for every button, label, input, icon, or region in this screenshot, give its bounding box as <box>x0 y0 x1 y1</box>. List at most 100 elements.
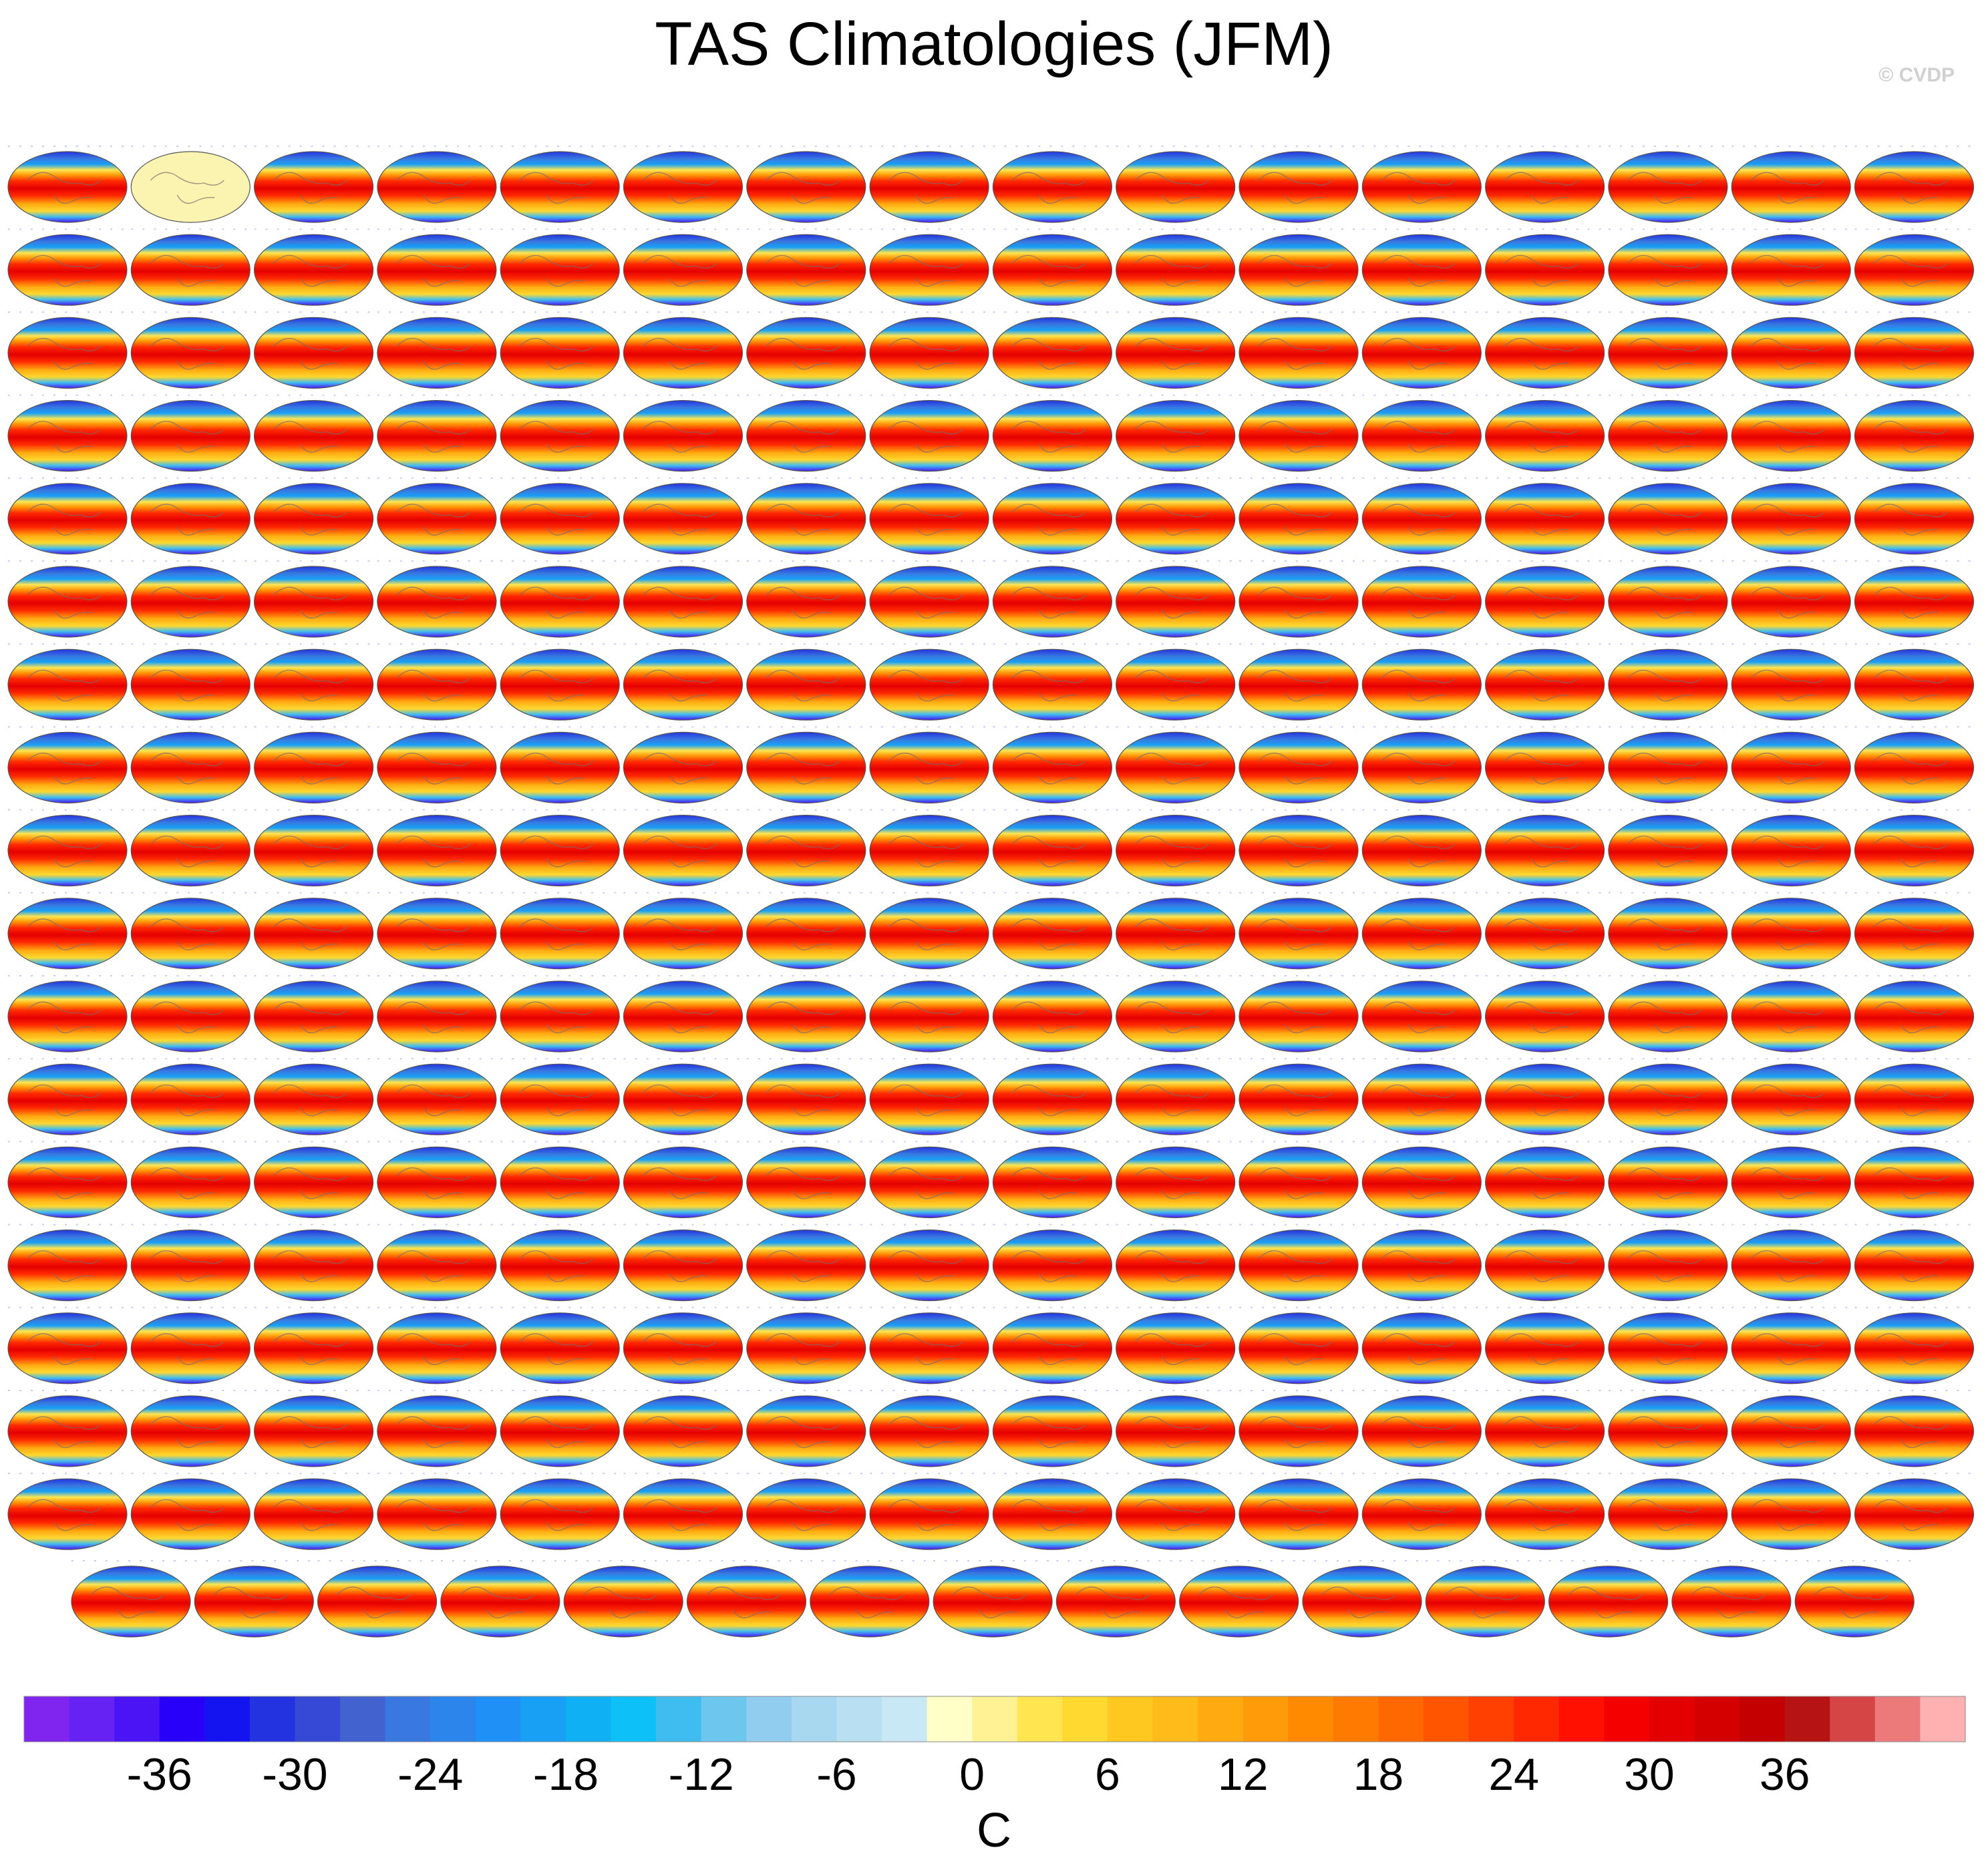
map-panel <box>869 892 989 970</box>
map-panel <box>1854 394 1975 472</box>
map-panel <box>1116 1058 1236 1135</box>
colorbar-tick-label: -18 <box>533 1749 599 1800</box>
map-panel <box>869 311 989 389</box>
colorbar-box <box>1152 1696 1198 1742</box>
map-panel <box>1361 1224 1482 1302</box>
map-panel <box>1116 809 1236 887</box>
map-panel <box>746 892 866 970</box>
colorbar-box <box>1874 1696 1921 1742</box>
map-panel <box>1608 892 1728 970</box>
map-panel <box>992 1224 1113 1302</box>
map-panel <box>377 726 497 804</box>
map-panel <box>686 1560 807 1638</box>
map-panel <box>1116 1390 1236 1467</box>
map-panel <box>254 1390 374 1467</box>
map-panel <box>7 643 128 721</box>
map-panel <box>130 477 251 555</box>
map-panel <box>623 1224 743 1302</box>
map-panel <box>1608 1306 1728 1384</box>
colorbar-box <box>701 1696 747 1742</box>
map-panel <box>254 726 374 804</box>
colorbar-box <box>791 1696 837 1742</box>
colorbar-box <box>1333 1696 1379 1742</box>
colorbar-tick-label: -24 <box>397 1749 463 1800</box>
map-panel <box>1854 892 1975 970</box>
map-panel <box>7 1390 128 1467</box>
map-panel <box>1485 975 1605 1053</box>
map-panel <box>377 394 497 472</box>
map-panel <box>623 1058 743 1135</box>
map-panel <box>194 1560 314 1638</box>
map-panel <box>377 1473 497 1550</box>
map-panel <box>130 1141 251 1219</box>
map-panel <box>1485 394 1605 472</box>
map-panel <box>1608 726 1728 804</box>
map-panel <box>746 311 866 389</box>
map-panel <box>1731 975 1851 1053</box>
map-panel <box>1361 394 1482 472</box>
map-panel <box>1485 1141 1605 1219</box>
map-panel <box>992 1473 1113 1550</box>
map-panel <box>7 1473 128 1550</box>
map-panel <box>7 228 128 306</box>
map-panel <box>7 1141 128 1219</box>
colorbar-ticks: -36 -30 -24 -18 -12 -6 0 6 12 18 24 30 36 <box>127 1749 1810 1800</box>
map-panel <box>933 1560 1053 1638</box>
colorbar-box <box>1198 1696 1244 1742</box>
map-panel <box>1116 146 1236 223</box>
map-panel <box>1608 1390 1728 1467</box>
map-panel <box>1854 643 1975 721</box>
map-panel <box>1116 643 1236 721</box>
map-panel <box>746 1224 866 1302</box>
map-panel <box>1731 1224 1851 1302</box>
colorbar-box <box>1920 1696 1966 1742</box>
colorbar-box <box>1784 1696 1830 1742</box>
map-panel <box>869 643 989 721</box>
map-panel <box>500 1058 620 1135</box>
map-panel <box>130 975 251 1053</box>
map-panel <box>500 1473 620 1550</box>
map-panel <box>377 643 497 721</box>
map-panel <box>71 1560 191 1638</box>
map-panel <box>254 643 374 721</box>
map-panel <box>1238 1141 1359 1219</box>
map-panel <box>1485 1306 1605 1384</box>
map-panel <box>377 1390 497 1467</box>
map-panel <box>254 311 374 389</box>
page-title: TAS Climatologies (JFM) <box>655 10 1333 78</box>
colorbar-box <box>1558 1696 1605 1742</box>
map-panel <box>746 228 866 306</box>
map-panel <box>130 726 251 804</box>
map-panel <box>130 311 251 389</box>
map-panel <box>1854 1058 1975 1135</box>
map-panel <box>992 311 1113 389</box>
colorbar-tick-label: -12 <box>669 1749 734 1800</box>
map-panel <box>1608 1473 1728 1550</box>
map-panel <box>1238 726 1359 804</box>
map-panel <box>992 1390 1113 1467</box>
map-panel <box>377 1224 497 1302</box>
colorbar-box <box>1017 1696 1063 1742</box>
map-panel <box>1361 477 1482 555</box>
map-panel <box>500 228 620 306</box>
colorbar-box <box>1288 1696 1334 1742</box>
map-panel <box>1854 975 1975 1053</box>
colorbar-box <box>114 1696 160 1742</box>
map-panel <box>1854 560 1975 638</box>
map-panel <box>1361 146 1482 223</box>
map-panel <box>623 394 743 472</box>
map-panel <box>130 1058 251 1135</box>
map-panel <box>1055 1560 1176 1638</box>
colorbar-tick-label: 0 <box>959 1749 985 1800</box>
map-panel <box>1608 394 1728 472</box>
map-panel <box>1731 1473 1851 1550</box>
map-panel <box>377 228 497 306</box>
map-panel <box>1731 1306 1851 1384</box>
map-panel <box>869 726 989 804</box>
map-panel <box>1116 228 1236 306</box>
map-panel <box>1361 311 1482 389</box>
map-panel <box>1238 1224 1359 1302</box>
map-panel <box>377 146 497 223</box>
map-panel <box>869 1141 989 1219</box>
map-panel <box>377 1058 497 1135</box>
